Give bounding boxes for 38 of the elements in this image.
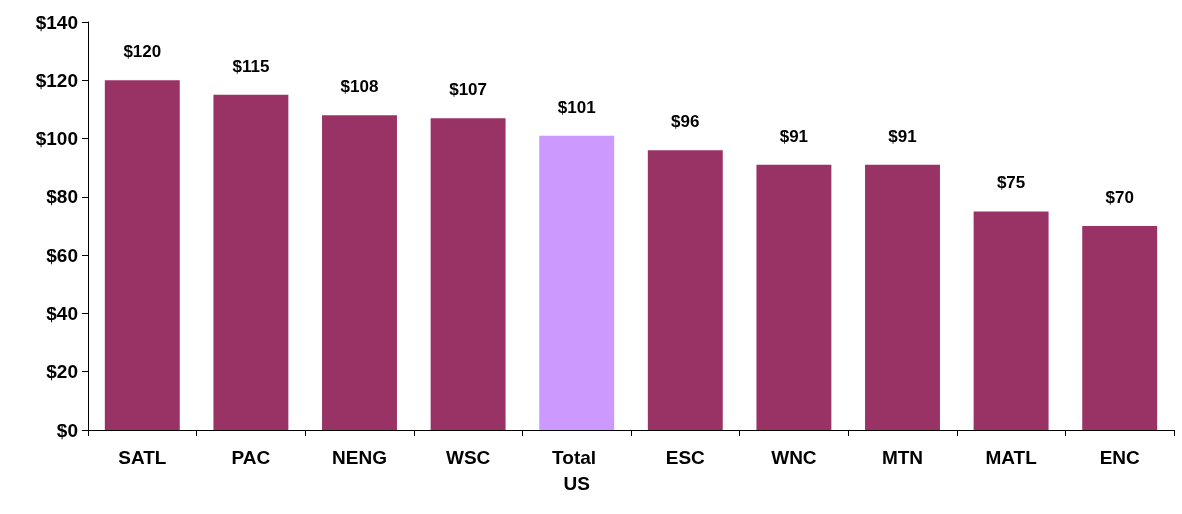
data-label: $91 (888, 126, 917, 146)
y-tick-label: $80 (46, 186, 78, 208)
bar (647, 150, 723, 430)
bar (430, 118, 506, 430)
x-tick-label: NENG (332, 446, 387, 468)
bar (1082, 226, 1158, 430)
bar (213, 94, 289, 430)
data-label: $108 (340, 77, 379, 97)
y-tick-label: $140 (35, 11, 78, 33)
x-tick-label: SATL (118, 446, 167, 468)
bar (865, 164, 940, 430)
x-tick-label: PAC (231, 446, 271, 468)
data-label: $115 (232, 56, 270, 76)
data-label: $96 (671, 112, 700, 132)
bar (322, 115, 397, 430)
x-tick-label: Total US (552, 446, 602, 494)
y-tick-label: $60 (46, 244, 78, 266)
data-label: $120 (123, 42, 162, 62)
bar (104, 80, 180, 430)
data-label: $91 (779, 126, 809, 146)
x-tick-label: ESC (665, 446, 706, 468)
data-label: $70 (1105, 188, 1134, 207)
x-tick-label: WNC (771, 446, 817, 468)
y-tick-label: $40 (46, 302, 78, 324)
data-label: $101 (557, 97, 596, 117)
x-tick-label: ENC (1099, 446, 1141, 468)
y-tick-label: $0 (56, 419, 78, 441)
bar (539, 135, 615, 430)
data-label: $107 (449, 80, 488, 100)
y-tick-label: $120 (35, 69, 78, 91)
y-tick-label: $100 (35, 128, 78, 150)
x-tick-label: MTN (881, 446, 924, 468)
x-tick-label: MATL (985, 446, 1038, 468)
y-tick-label: $20 (46, 361, 78, 383)
data-label: $75 (996, 173, 1026, 193)
bar (756, 164, 832, 430)
x-tick-label: WSC (445, 446, 491, 468)
bar (973, 211, 1049, 430)
